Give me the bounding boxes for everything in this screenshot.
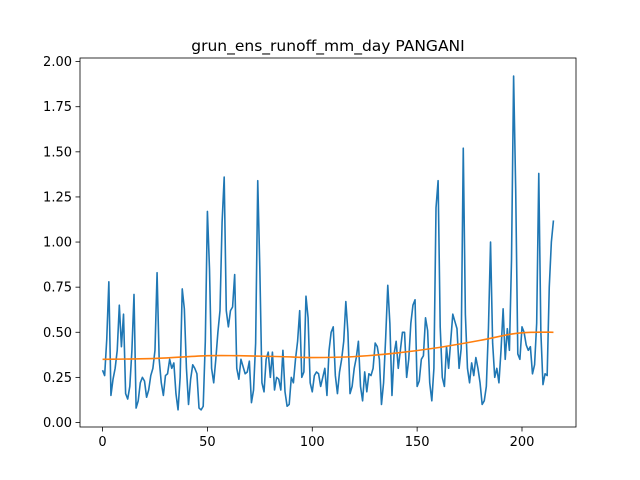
y-tick-label: 0.50 (43, 326, 72, 341)
series-line-1 (102, 331, 554, 361)
x-tick-label: 100 (300, 435, 325, 450)
series-line-0 (101, 75, 555, 411)
y-tick-label: 0.75 (43, 281, 72, 296)
y-tick-label: 0.00 (43, 416, 72, 431)
y-tick-label: 1.00 (43, 236, 72, 251)
y-tick-label: 1.75 (43, 100, 72, 115)
plot-area: 0 50 100 150 200 0.00 0.25 0.50 0.75 1.00 1.25 1.50… (43, 55, 577, 450)
chart-title: grun_ens_runoff_mm_day PANGANI (191, 37, 464, 56)
y-tick-label: 1.25 (43, 190, 72, 205)
x-tick-label: 200 (510, 435, 535, 450)
axes-frame (79, 57, 577, 428)
y-tick-label: 2.00 (43, 55, 72, 70)
x-tick-label: 0 (98, 435, 106, 450)
x-tick-label: 50 (199, 435, 216, 450)
y-tick-label: 1.50 (43, 145, 72, 160)
x-tick-label: 150 (405, 435, 430, 450)
y-tick-label: 0.25 (43, 371, 72, 386)
